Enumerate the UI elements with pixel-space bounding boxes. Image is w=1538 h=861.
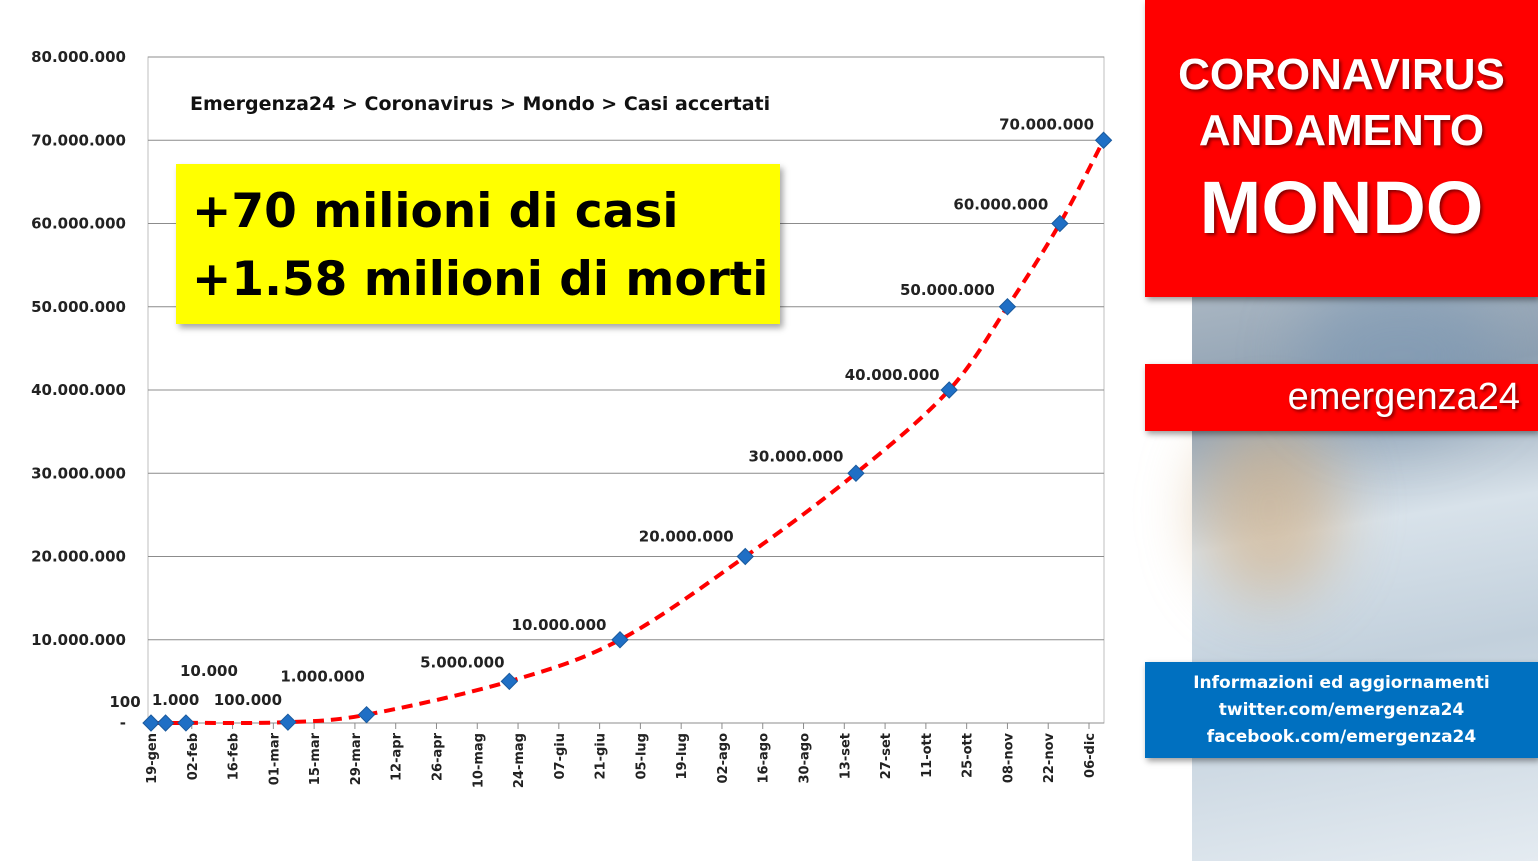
y-tick-label: 20.000.000 (31, 548, 126, 566)
x-tick-label: 05-lug (634, 733, 649, 780)
data-point-marker (357, 705, 376, 724)
brand-banner: emergenza24 (1145, 364, 1538, 431)
data-point-marker (279, 713, 297, 731)
data-label: 10.000.000 (512, 616, 607, 634)
x-tick-label: 06-dic (1083, 733, 1098, 778)
headline-panel: CORONAVIRUS ANDAMENTO MONDO (1145, 0, 1538, 297)
callout-deaths: +1.58 milioni di morti (192, 252, 769, 307)
x-tick-label: 27-set (879, 733, 894, 779)
x-tick-label: 19-gen (145, 733, 160, 784)
x-tick-label: 13-set (838, 733, 853, 779)
y-tick-label: 10.000.000 (31, 631, 126, 649)
twitter-link[interactable]: twitter.com/emergenza24 (1218, 700, 1465, 720)
data-point-marker (500, 672, 519, 691)
x-tick-label: 21-giu (594, 733, 609, 780)
data-label: 30.000.000 (749, 447, 844, 465)
data-point-marker (940, 381, 958, 399)
data-label: 100.000 (214, 691, 282, 709)
x-tick-label: 16-ago (757, 733, 772, 784)
callout-cases: +70 milioni di casi (192, 184, 679, 239)
data-point-marker (156, 714, 175, 732)
data-point-marker (847, 464, 865, 482)
data-label: 70.000.000 (999, 115, 1094, 133)
x-tick-label: 22-nov (1042, 732, 1057, 783)
x-tick-label: 11-ott (920, 733, 935, 778)
x-tick-label: 19-lug (675, 733, 690, 780)
data-label: 40.000.000 (845, 366, 940, 384)
x-tick-label: 26-apr (430, 732, 445, 781)
data-point-marker (611, 631, 629, 649)
data-point-marker (998, 298, 1017, 316)
data-label: 1.000.000 (280, 668, 364, 686)
x-tick-label: 07-giu (553, 733, 568, 780)
summary-callout: +70 milioni di casi +1.58 milioni di mor… (176, 164, 780, 324)
y-tick-label: - (120, 714, 126, 732)
x-tick-label: 12-apr (390, 732, 405, 781)
y-tick-label: 50.000.000 (31, 298, 126, 316)
y-tick-label: 70.000.000 (31, 131, 126, 149)
headline-andamento: ANDAMENTO (1198, 106, 1485, 155)
side-photo-blur (1200, 420, 1340, 600)
data-point-marker (736, 547, 754, 566)
y-tick-label: 60.000.000 (31, 215, 126, 233)
info-box: Informazioni ed aggiornamenti twitter.co… (1145, 662, 1538, 758)
data-label: 100 (109, 693, 140, 711)
x-tick-label: 08-nov (1001, 732, 1016, 783)
x-tick-label: 25-ott (961, 733, 976, 778)
x-tick-label: 24-mag (512, 733, 527, 788)
x-tick-label: 15-mar (308, 732, 323, 785)
x-tick-label: 16-feb (227, 733, 242, 780)
data-label: 20.000.000 (639, 528, 734, 546)
x-tick-label: 02-feb (186, 733, 201, 780)
data-label: 5.000.000 (420, 653, 504, 671)
y-tick-label: 30.000.000 (31, 464, 126, 482)
y-tick-label: 80.000.000 (31, 48, 126, 66)
x-tick-label: 02-ago (716, 733, 731, 784)
data-label: 10.000 (180, 662, 238, 680)
headline-coronavirus: CORONAVIRUS (1178, 50, 1505, 99)
x-tick-label: 10-mag (471, 733, 486, 788)
data-label: 50.000.000 (900, 281, 995, 299)
x-tick-label: 01-mar (267, 732, 282, 785)
facebook-link[interactable]: facebook.com/emergenza24 (1206, 727, 1477, 747)
data-point-marker (142, 714, 160, 732)
data-point-marker (1094, 131, 1113, 149)
data-label: 1.000 (152, 691, 199, 709)
cases-line-chart: 80.000.000 70.000.000 60.000.000 50.000.000… (31, 48, 1113, 788)
data-point-marker (177, 714, 195, 732)
x-tick-label: 30-ago (798, 733, 813, 784)
y-tick-label: 40.000.000 (31, 381, 126, 399)
data-label: 60.000.000 (953, 196, 1048, 214)
x-tick-label: 29-mar (349, 732, 364, 785)
data-point-marker (1051, 214, 1069, 233)
info-heading: Informazioni ed aggiornamenti (1193, 673, 1490, 693)
headline-mondo: MONDO (1199, 166, 1484, 249)
chart-title: Emergenza24 > Coronavirus > Mondo > Casi… (190, 93, 770, 115)
